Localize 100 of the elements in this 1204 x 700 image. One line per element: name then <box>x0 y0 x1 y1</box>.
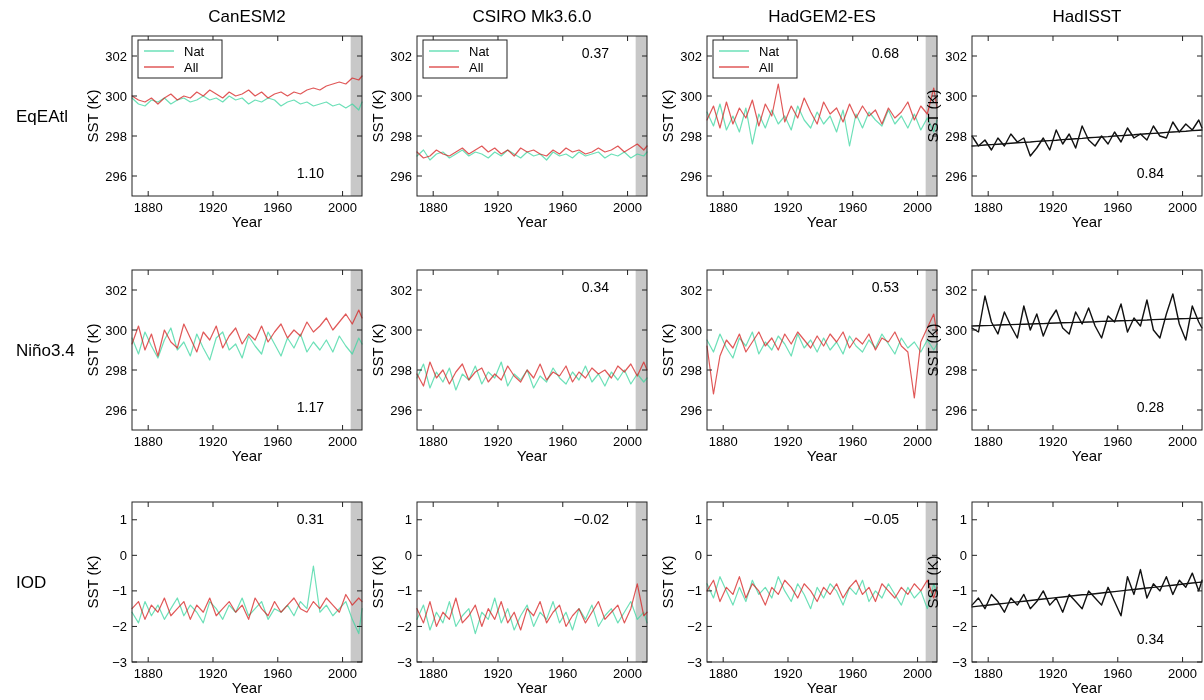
y-tick-label: 296 <box>680 402 702 418</box>
y-tick-label: 0 <box>959 547 967 563</box>
x-tick-label: 1880 <box>973 666 1003 681</box>
y-tick-label: 300 <box>680 88 702 104</box>
y-tick-label: 298 <box>680 128 702 144</box>
legend-label: All <box>469 59 484 75</box>
chart-title: HadISST <box>1052 7 1122 26</box>
chart-title: CanESM2 <box>208 7 286 26</box>
x-tick-label: 2000 <box>613 434 643 449</box>
y-axis-title: SST (K) <box>924 89 941 143</box>
x-tick-label: 1920 <box>483 666 513 681</box>
x-tick-label: 1880 <box>418 434 448 449</box>
y-tick-label: 300 <box>680 322 702 338</box>
y-axis-title: SST (K) <box>84 89 101 143</box>
x-tick-label: 1880 <box>418 666 448 681</box>
text: EqEAtl <box>16 106 68 126</box>
y-tick-label: 302 <box>945 282 967 298</box>
x-axis-title: Year <box>806 679 838 696</box>
y-tick-label: 1 <box>959 512 967 528</box>
x-tick-label: 1920 <box>483 200 513 215</box>
y-tick-label: 298 <box>945 362 967 378</box>
annotation: 0.28 <box>1136 399 1165 415</box>
x-tick-label: 1880 <box>973 434 1003 449</box>
x-tick-label: 1920 <box>773 666 803 681</box>
x-tick-label: 1960 <box>1103 666 1133 681</box>
x-tick-label: 1880 <box>133 666 163 681</box>
annotation: 0.34 <box>1136 631 1165 647</box>
legend-label: Nat <box>469 43 490 59</box>
annotation: 0.34 <box>581 279 610 295</box>
y-tick-label: −1 <box>397 583 412 599</box>
y-tick-label: −2 <box>952 618 967 634</box>
x-tick-label: 2000 <box>328 434 358 449</box>
x-axis-title: Year <box>231 679 263 696</box>
x-tick-label: 1880 <box>133 434 163 449</box>
y-axis-title: SST (K) <box>659 89 676 143</box>
y-tick-label: −1 <box>112 583 127 599</box>
x-tick-label: 2000 <box>903 666 933 681</box>
y-tick-label: 0 <box>404 547 412 563</box>
y-tick-label: 298 <box>105 362 127 378</box>
x-tick-label: 1960 <box>1103 200 1133 215</box>
y-tick-label: 296 <box>945 402 967 418</box>
x-tick-label: 1920 <box>773 434 803 449</box>
y-tick-label: −1 <box>952 583 967 599</box>
legend-label: All <box>759 59 774 75</box>
x-tick-label: 2000 <box>1168 200 1198 215</box>
x-axis-title: Year <box>516 679 548 696</box>
y-tick-label: 302 <box>105 48 127 64</box>
y-tick-label: 300 <box>390 322 412 338</box>
annotation: 0.53 <box>871 279 900 295</box>
x-tick-label: 1880 <box>708 434 738 449</box>
y-axis-title: SST (K) <box>659 555 676 609</box>
x-tick-label: 1880 <box>708 666 738 681</box>
y-tick-label: 300 <box>945 88 967 104</box>
y-tick-label: 298 <box>945 128 967 144</box>
y-tick-label: −3 <box>112 654 127 670</box>
y-tick-label: 300 <box>390 88 412 104</box>
y-tick-label: 302 <box>390 282 412 298</box>
y-tick-label: −2 <box>112 618 127 634</box>
x-tick-label: 1920 <box>483 434 513 449</box>
y-tick-label: 302 <box>680 282 702 298</box>
x-tick-label: 1920 <box>1038 666 1068 681</box>
x-tick-label: 1960 <box>263 200 293 215</box>
x-tick-label: 1960 <box>263 666 293 681</box>
annotation: −0.05 <box>863 511 900 527</box>
x-axis-title: Year <box>516 447 548 464</box>
x-axis-title: Year <box>1071 447 1103 464</box>
y-tick-label: 302 <box>105 282 127 298</box>
y-axis-title: SST (K) <box>369 555 386 609</box>
y-tick-label: 302 <box>390 48 412 64</box>
y-tick-label: 296 <box>390 168 412 184</box>
x-tick-label: 1920 <box>198 434 228 449</box>
text: IOD <box>16 572 47 592</box>
x-tick-label: 1960 <box>838 434 868 449</box>
x-tick-label: 1880 <box>418 200 448 215</box>
legend-label: All <box>184 59 199 75</box>
x-axis-title: Year <box>231 447 263 464</box>
x-tick-label: 1920 <box>198 666 228 681</box>
y-tick-label: 296 <box>945 168 967 184</box>
annotation: 0.31 <box>296 511 325 527</box>
y-tick-label: 296 <box>105 168 127 184</box>
x-tick-label: 1920 <box>198 200 228 215</box>
x-tick-label: 1920 <box>1038 434 1068 449</box>
y-tick-label: 0 <box>119 547 127 563</box>
y-tick-label: 300 <box>945 322 967 338</box>
x-tick-label: 1960 <box>1103 434 1133 449</box>
y-tick-label: 1 <box>404 512 412 528</box>
y-tick-label: 1 <box>119 512 127 528</box>
x-tick-label: 1960 <box>548 434 578 449</box>
text: Niño3.4 <box>16 340 75 360</box>
annotation: 1.10 <box>296 165 325 181</box>
x-tick-label: 1920 <box>773 200 803 215</box>
y-tick-label: 1 <box>694 512 702 528</box>
x-axis-title: Year <box>806 213 838 230</box>
y-tick-label: 296 <box>680 168 702 184</box>
y-tick-label: 0 <box>694 547 702 563</box>
y-axis-title: SST (K) <box>84 555 101 609</box>
y-tick-label: −2 <box>397 618 412 634</box>
x-axis-title: Year <box>1071 679 1103 696</box>
x-tick-label: 2000 <box>328 666 358 681</box>
y-tick-label: 296 <box>105 402 127 418</box>
